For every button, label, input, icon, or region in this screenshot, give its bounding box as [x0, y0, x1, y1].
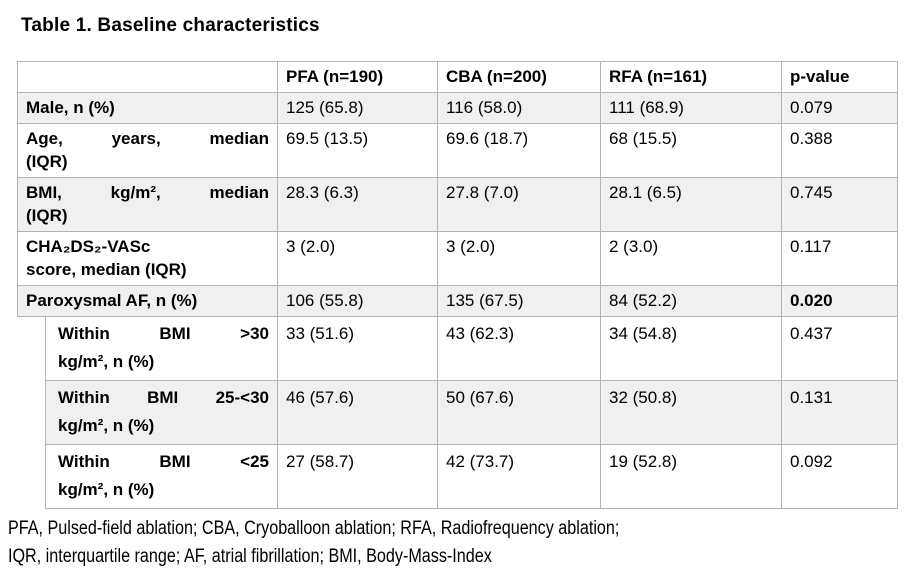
table-row: CHA₂DS₂-VASc score, median (IQR) 3 (2.0) 3 …	[17, 231, 898, 286]
cell-p-value: 0.745	[781, 177, 898, 232]
cell-value: 32 (50.8)	[600, 380, 782, 445]
table-row: Paroxysmal AF, n (%) 106 (55.8) 135 (67.5)…	[17, 285, 898, 317]
row-label-line: kg/m², n (%)	[58, 352, 155, 371]
cell-value: 68 (15.5)	[600, 123, 782, 178]
cell-p-value: 0.117	[781, 231, 898, 286]
cell-p-value: 0.131	[781, 380, 898, 445]
table-body: Male, n (%) 125 (65.8) 116 (58.0) 111 (68.9…	[17, 92, 898, 509]
row-label: Age, years, median (IQR)	[17, 123, 278, 178]
row-label-line: score, median (IQR)	[26, 260, 187, 279]
row-label: Paroxysmal AF, n (%)	[17, 285, 278, 317]
cell-value: 69.5 (13.5)	[277, 123, 438, 178]
cell-value: 43 (62.3)	[437, 316, 601, 381]
row-label: Within BMI 25-<30 kg/m², n (%)	[45, 380, 278, 445]
abbreviations-line-2: IQR, interquartile range; AF, atrial fib…	[8, 546, 492, 567]
header-empty-cell	[17, 61, 278, 93]
cell-p-value: 0.020	[781, 285, 898, 317]
abbreviations-line-1: PFA, Pulsed-field ablation; CBA, Cryobal…	[8, 518, 620, 539]
row-label: BMI, kg/m², median (IQR)	[17, 177, 278, 232]
cell-value: 135 (67.5)	[437, 285, 601, 317]
cell-value: 19 (52.8)	[600, 444, 782, 509]
row-label: Within BMI <25 kg/m², n (%)	[45, 444, 278, 509]
cell-value: 84 (52.2)	[600, 285, 782, 317]
cell-value: 116 (58.0)	[437, 92, 601, 124]
row-label-line: Within BMI <25	[58, 452, 269, 471]
header-cba: CBA (n=200)	[437, 61, 601, 93]
cell-value: 33 (51.6)	[277, 316, 438, 381]
baseline-characteristics-table: PFA (n=190) CBA (n=200) RFA (n=161) p-va…	[17, 61, 898, 509]
header-row: PFA (n=190) CBA (n=200) RFA (n=161) p-va…	[17, 61, 898, 93]
cell-value: 34 (54.8)	[600, 316, 782, 381]
cell-value: 111 (68.9)	[600, 92, 782, 124]
row-label-line: Age, years, median	[26, 129, 269, 148]
indent-spacer	[17, 380, 46, 445]
cell-p-value: 0.092	[781, 444, 898, 509]
abbreviations-note: PFA, Pulsed-field ablation; CBA, Cryobal…	[8, 515, 912, 571]
cell-value: 125 (65.8)	[277, 92, 438, 124]
row-label: CHA₂DS₂-VASc score, median (IQR)	[17, 231, 278, 286]
cell-p-value: 0.388	[781, 123, 898, 178]
indent-spacer	[17, 444, 46, 509]
cell-value: 46 (57.6)	[277, 380, 438, 445]
cell-value: 28.1 (6.5)	[600, 177, 782, 232]
table-row: Age, years, median (IQR) 69.5 (13.5) 69.6 (…	[17, 123, 898, 178]
cell-p-value: 0.079	[781, 92, 898, 124]
table-row: BMI, kg/m², median (IQR) 28.3 (6.3) 27.8 (7…	[17, 177, 898, 232]
cell-value: 50 (67.6)	[437, 380, 601, 445]
cell-value: 27 (58.7)	[277, 444, 438, 509]
cell-value: 2 (3.0)	[600, 231, 782, 286]
cell-value: 106 (55.8)	[277, 285, 438, 317]
cell-value: 28.3 (6.3)	[277, 177, 438, 232]
row-label-line: BMI, kg/m², median	[26, 183, 269, 202]
cell-p-value: 0.437	[781, 316, 898, 381]
cell-value: 69.6 (18.7)	[437, 123, 601, 178]
row-label-line: (IQR)	[26, 152, 68, 171]
row-label: Within BMI >30 kg/m², n (%)	[45, 316, 278, 381]
indent-spacer	[17, 316, 46, 381]
row-label-line: Male, n (%)	[26, 98, 115, 117]
table-row: Within BMI 25-<30 kg/m², n (%) 46 (57.6) 50…	[17, 380, 898, 445]
row-label-line: (IQR)	[26, 206, 68, 225]
row-label-line: Paroxysmal AF, n (%)	[26, 291, 198, 310]
table-title: Table 1. Baseline characteristics	[21, 15, 320, 36]
row-label-line: Within BMI >30	[58, 324, 269, 343]
row-label-line: kg/m², n (%)	[58, 480, 155, 499]
row-label-line: kg/m², n (%)	[58, 416, 155, 435]
row-label: Male, n (%)	[17, 92, 278, 124]
header-rfa: RFA (n=161)	[600, 61, 782, 93]
header-pfa: PFA (n=190)	[277, 61, 438, 93]
cell-value: 3 (2.0)	[277, 231, 438, 286]
row-label-line: CHA₂DS₂-VASc	[26, 237, 151, 256]
row-label-line: Within BMI 25-<30	[58, 388, 269, 407]
cell-value: 27.8 (7.0)	[437, 177, 601, 232]
cell-value: 3 (2.0)	[437, 231, 601, 286]
table-row: Within BMI >30 kg/m², n (%) 33 (51.6) 43 (6…	[17, 316, 898, 381]
table-row: Male, n (%) 125 (65.8) 116 (58.0) 111 (68.9…	[17, 92, 898, 124]
header-p-value: p-value	[781, 61, 898, 93]
cell-value: 42 (73.7)	[437, 444, 601, 509]
table-row: Within BMI <25 kg/m², n (%) 27 (58.7) 42 (7…	[17, 444, 898, 509]
